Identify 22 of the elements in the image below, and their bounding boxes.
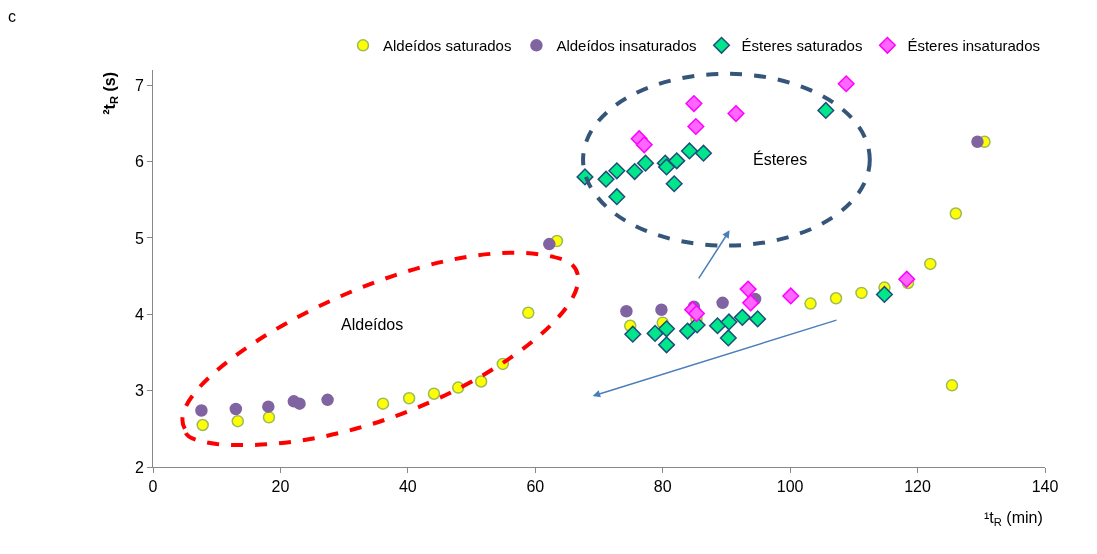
x-tick-label: 0 [148, 478, 158, 496]
annotation: Ésteres [753, 150, 808, 168]
y-tick-label: 3 [134, 382, 144, 400]
x-tick-label: 40 [398, 478, 417, 496]
x-tick-label: 140 [1031, 478, 1059, 496]
y-tick-label: 4 [134, 305, 144, 323]
x-tick-label: 120 [904, 478, 932, 496]
legend-label: Aldeídos insaturados [556, 37, 697, 55]
y-tick-label: 6 [134, 153, 144, 171]
legend-label: Aldeídos saturados [383, 37, 512, 55]
x-tick-label: 20 [271, 478, 290, 496]
annotation: Aldeídos [341, 316, 404, 333]
x-axis-title: ¹t$_{R}$ (min) [984, 509, 1043, 529]
legend-label: Ésteres insaturados [907, 37, 1040, 55]
y-tick-label: 2 [134, 458, 144, 476]
y-tick-label: 7 [134, 76, 144, 94]
legend-label: Ésteres saturados [741, 37, 863, 55]
y-tick-label: 5 [134, 229, 144, 247]
x-tick-label: 60 [526, 478, 545, 496]
text: c [8, 8, 16, 25]
x-tick-label: 80 [653, 478, 672, 496]
x-tick-label: 100 [776, 478, 804, 496]
